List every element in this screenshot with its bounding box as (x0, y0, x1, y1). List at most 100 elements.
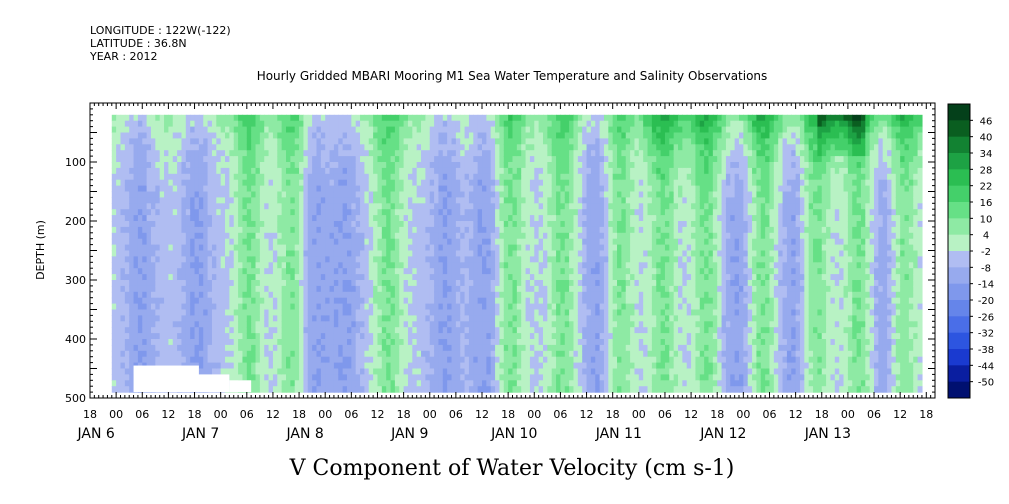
heat-cell (486, 374, 492, 381)
heat-cell (560, 262, 566, 269)
heat-cell (129, 274, 135, 281)
heat-cell (277, 162, 283, 169)
heat-cell (486, 197, 492, 204)
heat-cell (124, 244, 130, 252)
heat-cell (412, 333, 418, 340)
heat-cell (486, 256, 492, 263)
heat-cell (251, 327, 257, 334)
heat-cell (172, 244, 178, 252)
heat-cell (255, 274, 261, 281)
heat-cell (473, 303, 479, 311)
heat-cell (333, 173, 339, 181)
heat-cell (421, 185, 426, 193)
heat-cell (133, 221, 139, 228)
heat-cell (246, 156, 252, 163)
heat-cell (403, 250, 409, 257)
heat-cell (294, 339, 300, 346)
heat-cell (307, 285, 313, 293)
heat-cell (303, 197, 309, 204)
heat-cell (516, 191, 522, 198)
heat-cell (486, 350, 492, 358)
heat-cell (460, 280, 466, 287)
heat-cell (207, 150, 213, 157)
heat-cell (203, 138, 209, 145)
heat-cell (542, 262, 548, 269)
heat-cell (390, 150, 396, 157)
heat-cell (307, 250, 313, 257)
heat-cell (564, 303, 570, 311)
heat-cell (242, 297, 248, 305)
heat-cell (534, 262, 540, 269)
heat-cell (238, 268, 244, 275)
heat-cell (185, 173, 191, 181)
heat-cell (316, 256, 322, 263)
heat-cell (551, 209, 557, 216)
heat-cell (172, 350, 178, 358)
heat-cell (512, 262, 518, 269)
heat-cell (146, 144, 152, 151)
heat-cell (508, 167, 514, 175)
heat-cell (299, 374, 305, 381)
heat-cell (251, 380, 257, 387)
heat-cell (473, 162, 479, 169)
heat-cell (238, 315, 244, 322)
heat-cell (477, 167, 483, 175)
heat-cell (312, 386, 318, 393)
heat-cell (146, 327, 152, 334)
heat-cell (303, 238, 309, 246)
heat-cell (560, 173, 566, 181)
heat-cell (177, 268, 183, 275)
heat-cell (473, 344, 479, 352)
heat-cell (512, 126, 518, 134)
heat-cell (242, 291, 248, 299)
heat-cell (407, 173, 413, 181)
heat-cell (342, 238, 348, 246)
heat-cell (399, 333, 405, 340)
heat-cell (281, 339, 287, 346)
heat-cell (120, 185, 126, 193)
heat-cell (190, 268, 196, 275)
heat-cell (233, 256, 239, 263)
heat-cell (551, 268, 557, 275)
heat-cell (486, 321, 492, 328)
heat-cell (464, 138, 470, 145)
heat-cell (190, 303, 196, 311)
heat-cell (377, 374, 383, 381)
heat-cell (421, 362, 426, 370)
heat-cell (137, 291, 143, 299)
heat-cell (220, 203, 226, 210)
heat-cell (272, 262, 278, 269)
heat-cell (421, 126, 426, 134)
heat-cell (364, 268, 370, 275)
heat-cell (394, 374, 400, 381)
heat-cell (225, 185, 230, 193)
heat-cell (233, 238, 239, 246)
heat-cell (320, 285, 326, 293)
heat-cell (333, 333, 339, 340)
heat-cell (133, 350, 139, 358)
heat-cell (434, 285, 440, 293)
heat-cell (512, 162, 518, 169)
heat-cell (490, 209, 496, 216)
heat-cell (168, 203, 174, 210)
heat-cell (425, 386, 431, 393)
heat-cell (355, 250, 361, 257)
heat-cell (286, 380, 291, 387)
heat-cell (525, 126, 531, 134)
heat-cell (229, 173, 235, 181)
heat-cell (207, 126, 213, 134)
heat-cell (490, 162, 496, 169)
heat-cell (338, 167, 344, 175)
heat-cell (473, 262, 479, 269)
heat-cell (259, 374, 265, 381)
heat-cell (316, 339, 322, 346)
heat-cell (529, 374, 535, 381)
heat-cell (281, 132, 287, 139)
heat-cell (225, 303, 230, 311)
heat-cell (473, 132, 479, 139)
heat-cell (521, 132, 527, 139)
heat-cell (111, 315, 117, 322)
heat-cell (294, 221, 300, 228)
heat-cell (203, 209, 209, 216)
heat-cell (142, 232, 148, 240)
